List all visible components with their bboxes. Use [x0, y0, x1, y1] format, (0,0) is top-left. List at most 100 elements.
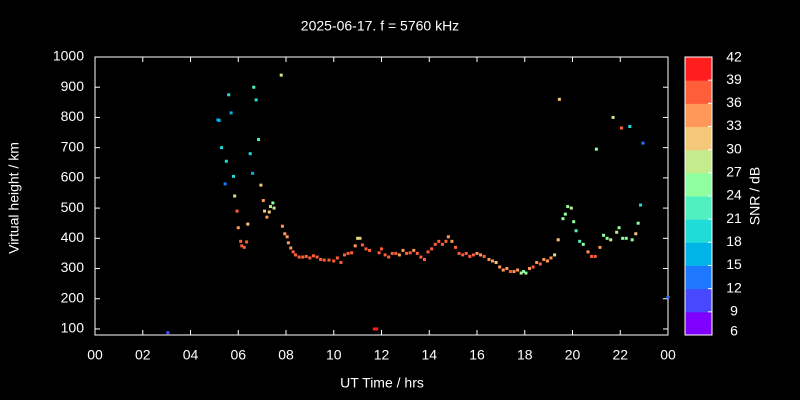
data-point [641, 141, 645, 145]
data-point [479, 253, 483, 257]
colorbar-tick-label: 15 [726, 256, 742, 272]
data-point [322, 258, 326, 262]
data-point [415, 251, 419, 255]
colorbar-tick-label: 33 [726, 117, 742, 133]
y-tick-label: 700 [61, 138, 85, 154]
data-point [593, 254, 597, 258]
colorbar-tick-label: 42 [726, 49, 742, 65]
data-point [248, 152, 252, 156]
data-point [408, 251, 412, 255]
x-axis-label: UT Time / hrs [340, 375, 424, 391]
data-point [372, 327, 376, 331]
data-point [557, 97, 561, 101]
data-point [412, 248, 416, 252]
data-point [524, 271, 528, 275]
data-point [291, 250, 295, 254]
data-point [628, 125, 632, 128]
data-point [450, 239, 454, 243]
data-point [505, 267, 509, 271]
data-point [268, 205, 272, 209]
data-point [619, 126, 623, 130]
data-point [245, 240, 249, 244]
data-point [636, 221, 640, 225]
data-point [286, 241, 290, 245]
y-tick-label: 200 [61, 289, 85, 305]
data-point [364, 247, 368, 251]
data-point [475, 251, 479, 255]
data-point [617, 226, 621, 230]
data-point [346, 251, 350, 255]
y-tick-label: 400 [61, 229, 85, 245]
data-point [605, 236, 609, 240]
colorbar-tick-label: 24 [726, 187, 742, 203]
y-tick-label: 1000 [53, 48, 84, 64]
data-point [569, 206, 573, 210]
y-tick-label: 100 [61, 320, 85, 336]
x-tick-label: 06 [230, 347, 246, 363]
data-point [339, 260, 343, 264]
data-point [545, 259, 549, 263]
data-point [315, 255, 319, 259]
data-point [242, 245, 246, 249]
data-point [390, 251, 394, 255]
data-point [611, 115, 615, 119]
x-tick-label: 00 [660, 347, 676, 363]
data-point [394, 251, 398, 255]
data-point [229, 111, 233, 115]
y-axis-label: Virtual height / km [6, 142, 22, 254]
chart-title: 2025-06-17. f = 5760 kHz [301, 18, 459, 34]
data-point [572, 220, 576, 224]
colorbar-segment [685, 126, 712, 151]
data-point [279, 73, 283, 77]
data-point [405, 251, 409, 255]
data-point [235, 209, 239, 213]
data-point [327, 258, 331, 262]
data-point [380, 247, 383, 251]
data-point [519, 271, 523, 275]
data-point [304, 254, 308, 258]
colorbar-tick-label: 30 [726, 140, 742, 156]
data-point [563, 212, 567, 216]
data-point [578, 239, 582, 243]
data-point [166, 331, 170, 335]
colorbar-tick-label: 39 [726, 71, 742, 87]
data-point [538, 262, 542, 266]
data-point [561, 217, 565, 221]
data-point [283, 232, 287, 236]
data-point [383, 253, 387, 257]
data-point [368, 248, 372, 252]
colorbar-segment [685, 57, 712, 81]
colorbar-segment [685, 196, 712, 220]
data-point [375, 327, 379, 331]
colorbar-segment [685, 149, 712, 174]
data-point [433, 242, 437, 246]
data-point [289, 246, 293, 250]
data-point [566, 205, 570, 209]
data-point [615, 230, 619, 234]
data-point [581, 242, 585, 246]
data-point [301, 255, 305, 259]
data-point [531, 265, 535, 269]
data-point [265, 215, 269, 219]
data-point [666, 295, 670, 299]
data-point [251, 171, 255, 175]
data-point [231, 174, 235, 178]
data-point [464, 251, 468, 255]
data-point [535, 260, 539, 264]
colorbar-segment [685, 103, 712, 127]
data-point [634, 232, 638, 236]
data-point [360, 243, 364, 247]
y-tick-label: 800 [61, 108, 85, 124]
data-point [280, 224, 284, 228]
colorbar-segment [685, 172, 712, 197]
data-point [356, 236, 360, 240]
data-point [498, 265, 502, 269]
data-point [217, 118, 221, 122]
y-tick-label: 500 [61, 199, 85, 215]
x-tick-label: 04 [183, 347, 199, 363]
colorbar-tick-label: 12 [726, 279, 742, 295]
data-point [574, 229, 578, 233]
data-point [602, 233, 606, 237]
data-point [609, 238, 613, 242]
